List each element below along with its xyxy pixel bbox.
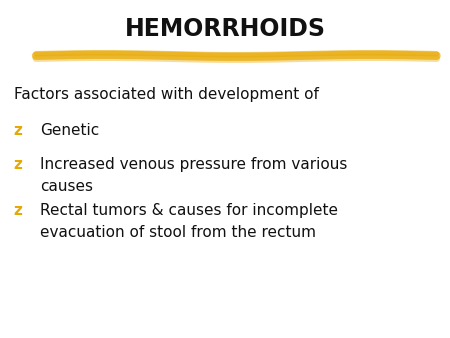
Text: Genetic: Genetic [40, 123, 100, 138]
Text: z: z [14, 157, 22, 172]
Text: Increased venous pressure from various: Increased venous pressure from various [40, 157, 348, 172]
Text: Rectal tumors & causes for incomplete: Rectal tumors & causes for incomplete [40, 203, 338, 218]
Text: HEMORRHOIDS: HEMORRHOIDS [125, 17, 325, 41]
Text: z: z [14, 203, 22, 218]
Text: evacuation of stool from the rectum: evacuation of stool from the rectum [40, 225, 316, 240]
Text: z: z [14, 123, 22, 138]
Text: Factors associated with development of: Factors associated with development of [14, 87, 319, 102]
Text: causes: causes [40, 179, 94, 194]
